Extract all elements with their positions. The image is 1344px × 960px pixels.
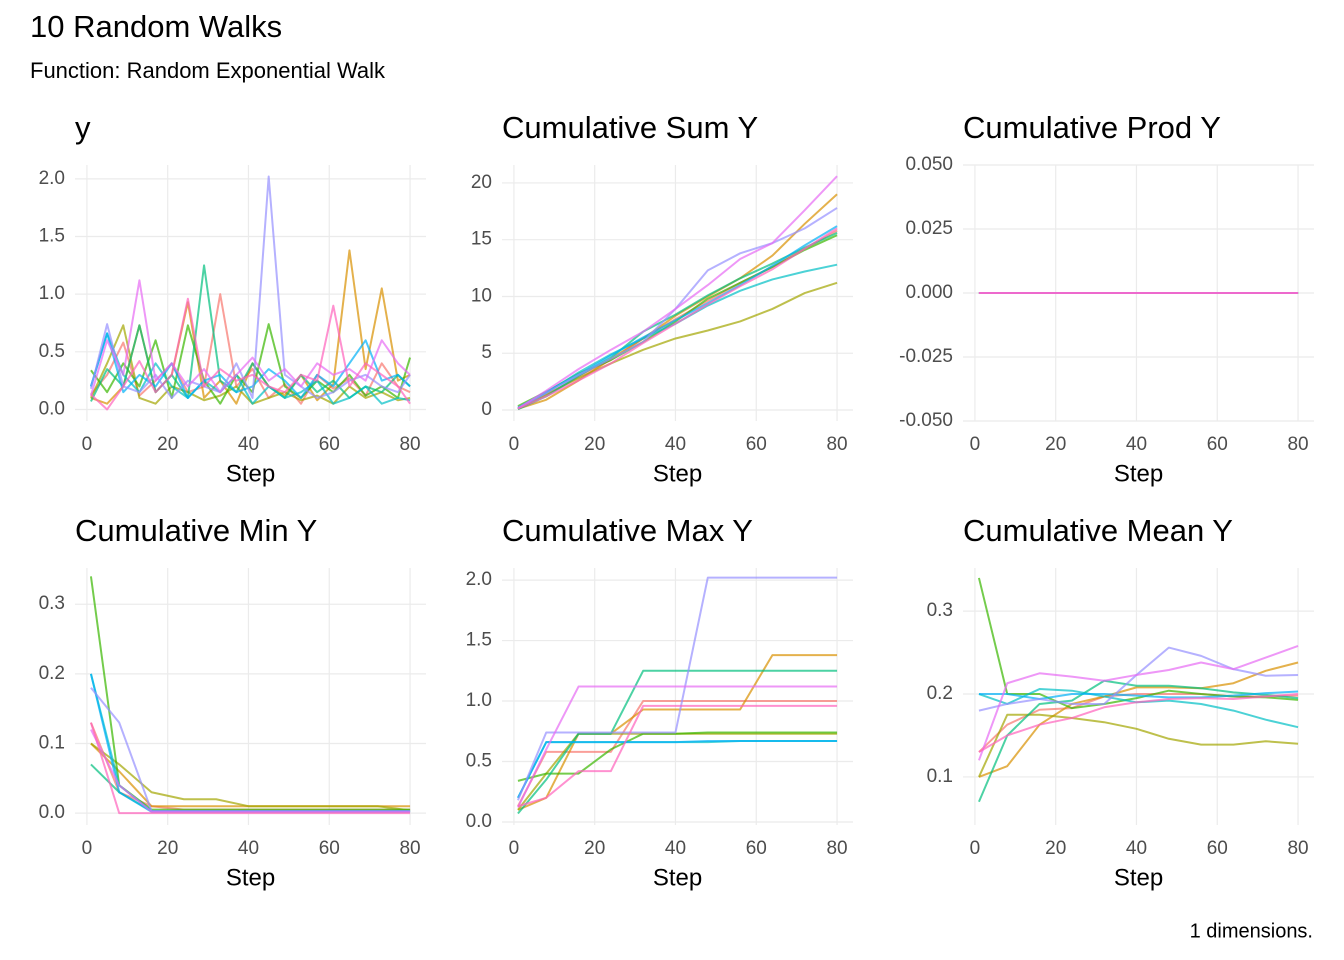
x-tick-label: 20 [1045, 434, 1066, 455]
y-tick-label: -0.025 [899, 346, 953, 367]
y-tick-label: 0.0 [39, 398, 65, 419]
x-axis-title: Step [226, 460, 275, 487]
series-line [89, 279, 411, 396]
x-axis-title: Step [226, 864, 275, 891]
series-line [978, 661, 1299, 778]
x-tick-label: 80 [1287, 838, 1308, 859]
series-line [517, 704, 838, 808]
y-tick-label: 10 [471, 285, 492, 306]
series-line [978, 693, 1299, 753]
x-tick-label: 0 [509, 434, 520, 455]
x-tick-label: 20 [157, 838, 178, 859]
x-tick-label: 40 [1126, 838, 1147, 859]
y-tick-label: 0.5 [39, 341, 65, 362]
x-tick-label: 80 [1287, 434, 1308, 455]
y-tick-label: 0.025 [905, 218, 953, 239]
panel-title: Cumulative Mean Y [963, 513, 1233, 548]
series-line [90, 722, 411, 811]
series-line [90, 729, 411, 813]
series-line [978, 679, 1299, 803]
x-axis-title: Step [1114, 460, 1163, 487]
x-tick-label: 20 [157, 434, 178, 455]
x-tick-label: 80 [399, 838, 420, 859]
x-tick-label: 0 [970, 838, 981, 859]
y-tick-label: 0.5 [466, 751, 492, 772]
panel-title: Cumulative Prod Y [963, 110, 1221, 145]
y-tick-label: 0.2 [927, 683, 953, 704]
x-tick-label: 40 [1126, 434, 1147, 455]
x-tick-label: 60 [1207, 838, 1228, 859]
series-line [978, 713, 1299, 778]
y-tick-label: 0.0 [466, 811, 492, 832]
series-line [517, 175, 838, 410]
x-tick-label: 60 [319, 838, 340, 859]
y-tick-label: 0.3 [927, 600, 953, 621]
x-tick-label: 60 [1207, 434, 1228, 455]
chart-title: 10 Random Walks [30, 9, 282, 44]
x-tick-label: 40 [238, 838, 259, 859]
series-line [517, 739, 838, 799]
y-tick-label: -0.050 [899, 410, 953, 431]
y-tick-label: 0.3 [39, 593, 65, 614]
y-tick-label: 1.0 [39, 283, 65, 304]
series-line [517, 654, 838, 811]
x-tick-label: 20 [584, 838, 605, 859]
series-line [517, 669, 838, 815]
y-tick-label: 0.1 [39, 733, 65, 754]
x-axis-title: Step [653, 460, 702, 487]
y-tick-label: 0.2 [39, 663, 65, 684]
x-tick-label: 0 [509, 838, 520, 859]
x-tick-label: 80 [826, 434, 847, 455]
series-line [517, 576, 838, 801]
y-tick-label: 2.0 [39, 168, 65, 189]
y-tick-label: 0.000 [905, 282, 953, 303]
series-line [978, 644, 1299, 761]
y-tick-label: 1.0 [466, 690, 492, 711]
panel-title: y [75, 110, 91, 145]
y-tick-label: 20 [471, 172, 492, 193]
x-tick-label: 80 [399, 434, 420, 455]
y-tick-label: 5 [481, 342, 492, 363]
series-line [517, 281, 838, 410]
y-tick-label: 2.0 [466, 569, 492, 590]
panel-title: Cumulative Max Y [502, 513, 753, 548]
x-tick-label: 60 [746, 838, 767, 859]
x-tick-label: 40 [665, 838, 686, 859]
series-line [517, 700, 838, 807]
x-tick-label: 0 [82, 838, 93, 859]
series-line [517, 227, 838, 410]
x-tick-label: 60 [319, 434, 340, 455]
series-line [978, 690, 1299, 700]
y-tick-label: 0.050 [905, 154, 953, 175]
series-line [90, 297, 411, 411]
series-line [517, 731, 838, 782]
series-line [89, 332, 411, 405]
series-line [517, 732, 838, 811]
series-line [89, 673, 411, 813]
chart-subtitle: Function: Random Exponential Walk [30, 58, 386, 83]
x-tick-label: 60 [746, 434, 767, 455]
y-tick-label: 0.1 [927, 766, 953, 787]
series-line [977, 577, 1299, 710]
series-line [89, 722, 411, 815]
x-tick-label: 20 [584, 434, 605, 455]
panel-title: Cumulative Sum Y [502, 110, 758, 145]
x-axis-title: Step [1114, 864, 1163, 891]
caption: 1 dimensions. [1190, 920, 1313, 942]
x-tick-label: 20 [1045, 838, 1066, 859]
x-tick-label: 80 [826, 838, 847, 859]
y-tick-label: 1.5 [466, 630, 492, 651]
x-tick-label: 0 [970, 434, 981, 455]
series-line [517, 685, 838, 808]
x-tick-label: 40 [665, 434, 686, 455]
y-tick-label: 0 [481, 399, 492, 420]
y-tick-label: 15 [471, 229, 492, 250]
y-tick-label: 1.5 [39, 226, 65, 247]
x-tick-label: 0 [82, 434, 93, 455]
panel-title: Cumulative Min Y [75, 513, 317, 548]
y-tick-label: 0.0 [39, 802, 65, 823]
x-tick-label: 40 [238, 434, 259, 455]
x-axis-title: Step [653, 864, 702, 891]
